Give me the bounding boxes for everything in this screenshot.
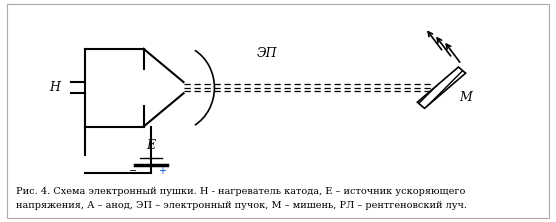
Text: +: + (158, 166, 166, 176)
Polygon shape (418, 67, 465, 108)
Text: напряжения, А – анод, ЭП – электронный пучок, М – мишень, РЛ – рентгеновский луч: напряжения, А – анод, ЭП – электронный п… (17, 201, 468, 210)
Text: Рис. 4. Схема электронный пушки. Н - нагреватель катода, Е – источник ускоряющег: Рис. 4. Схема электронный пушки. Н - наг… (17, 187, 466, 196)
Text: Е: Е (146, 139, 156, 152)
Text: РЛ: РЛ (450, 0, 469, 1)
Text: Н: Н (49, 81, 60, 94)
Text: −: − (128, 166, 137, 176)
Text: ЭП: ЭП (257, 47, 277, 60)
Text: М: М (459, 91, 471, 103)
